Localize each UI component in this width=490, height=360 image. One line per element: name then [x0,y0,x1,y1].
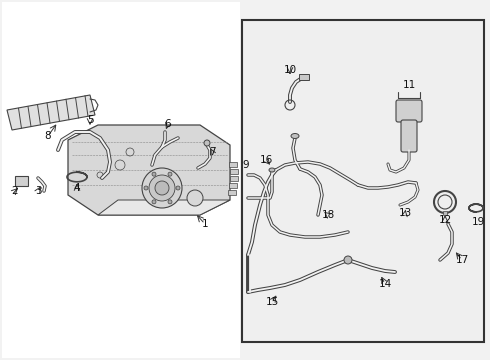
Bar [230,176,238,181]
Text: 17: 17 [455,255,468,265]
Text: 19: 19 [471,217,485,227]
FancyBboxPatch shape [401,120,417,152]
Text: 18: 18 [321,210,335,220]
Circle shape [168,172,172,176]
Text: 11: 11 [402,80,416,90]
Circle shape [168,200,172,204]
Text: 12: 12 [439,215,452,225]
Text: 16: 16 [259,155,272,165]
Text: 13: 13 [398,208,412,218]
Polygon shape [68,125,230,215]
Bar [299,74,309,80]
Polygon shape [7,95,95,130]
FancyBboxPatch shape [396,100,422,122]
Text: 5: 5 [87,115,93,125]
Text: 3: 3 [35,186,41,196]
Text: 15: 15 [266,297,279,307]
Bar [229,162,237,167]
Polygon shape [98,200,230,215]
Text: 4: 4 [74,183,80,193]
Text: 7: 7 [209,147,215,157]
Bar [229,183,237,188]
Text: 6: 6 [165,119,172,129]
Bar [230,169,238,174]
Bar [443,211,447,215]
Bar [15,176,28,186]
Text: 2: 2 [12,186,18,196]
Text: 14: 14 [378,279,392,289]
Bar [2,2,240,358]
Circle shape [204,140,210,146]
Text: 8: 8 [45,131,51,141]
Text: 10: 10 [283,65,296,75]
Circle shape [152,200,156,204]
Ellipse shape [269,168,275,172]
Circle shape [155,181,169,195]
Circle shape [144,186,148,190]
Text: 1: 1 [202,219,208,229]
Ellipse shape [291,134,299,139]
Circle shape [176,186,180,190]
Circle shape [187,190,203,206]
Bar [242,20,484,342]
Circle shape [344,256,352,264]
Circle shape [142,168,182,208]
Circle shape [149,175,175,201]
Text: 9: 9 [243,160,249,170]
Bar [228,190,236,195]
Circle shape [152,172,156,176]
